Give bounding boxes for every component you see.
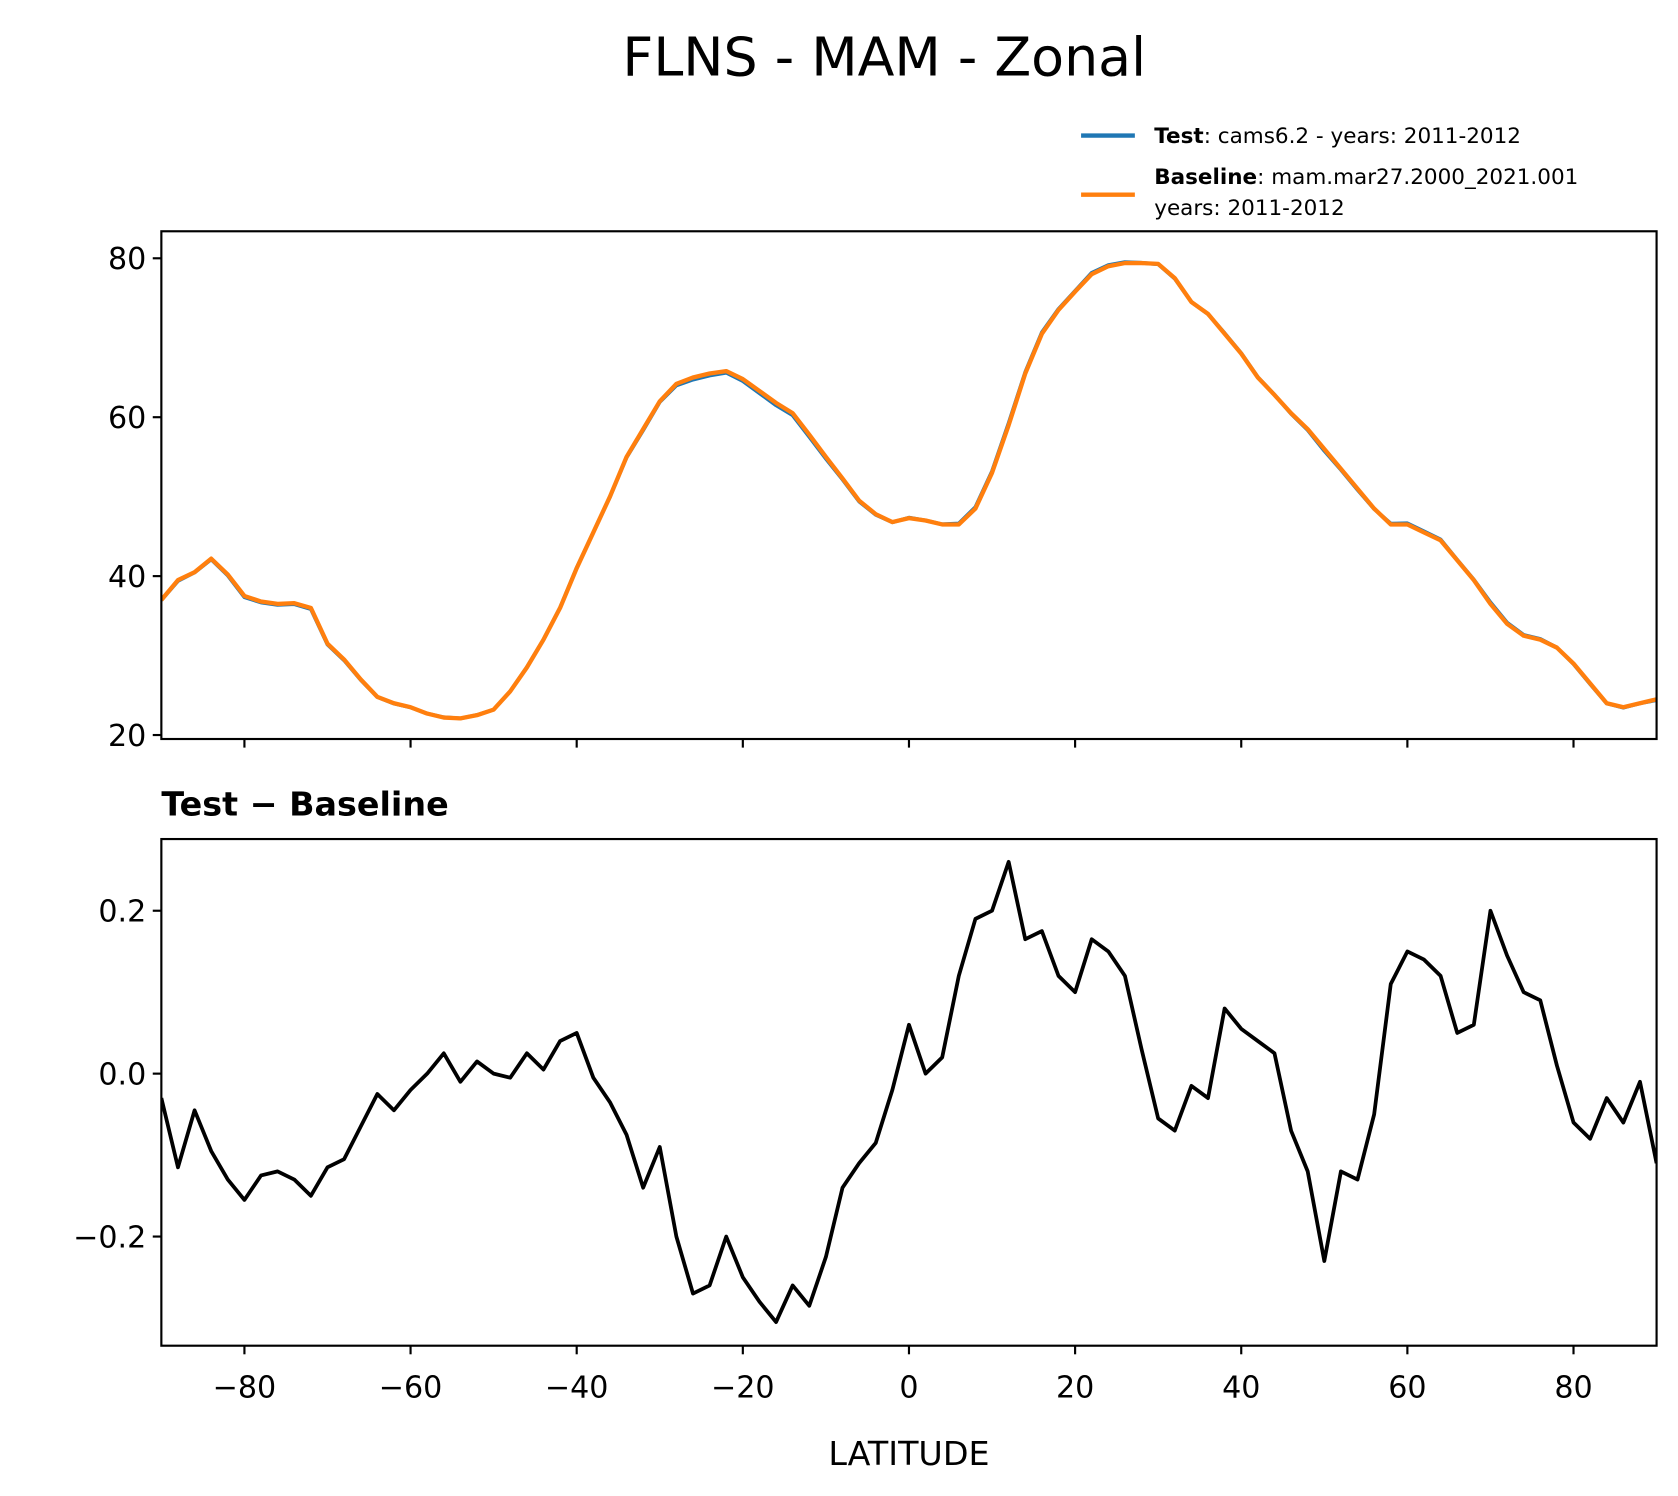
legend-label: years: 2011-2012 (1154, 196, 1344, 221)
x-tick-label: 0 (899, 1370, 918, 1405)
x-tick-label: −20 (711, 1370, 775, 1405)
figure-content: FLNS - MAM - Zonal 20 40 60 80 Test: cams6.2 … (73, 25, 1658, 1473)
axes-frame (160, 230, 1658, 741)
axes-frame (160, 837, 1658, 1347)
y-tick-label: 0.2 (98, 894, 146, 929)
legend-text: years: 2011-2012 (1154, 196, 1344, 221)
x-tick-label: 40 (1222, 1370, 1260, 1405)
y-tick-label: 20 (108, 719, 146, 754)
series-line (161, 260, 1657, 721)
y-tick-label: 60 (108, 401, 146, 436)
x-axis-label: LATITUDE (828, 1434, 989, 1473)
x-tick-label: −40 (545, 1370, 609, 1405)
y-tick-label: −0.2 (73, 1220, 146, 1255)
y-tick-label: 40 (108, 560, 146, 595)
x-tick-label: 80 (1554, 1370, 1592, 1405)
legend-text: : cams6.2 - years: 2011-2012 (1204, 124, 1521, 149)
legend-name: Test (1154, 124, 1203, 149)
x-tick-label: 20 (1056, 1370, 1094, 1405)
subplot-title: Test − Baseline (161, 784, 448, 823)
x-tick-label: −80 (213, 1370, 277, 1405)
legend-name: Baseline (1154, 165, 1257, 190)
series-line (161, 260, 1657, 721)
chart-title: FLNS - MAM - Zonal (622, 25, 1146, 88)
x-tick-label: −60 (379, 1370, 443, 1405)
difference-line (161, 859, 1657, 1324)
legend-label: Baseline: mam.mar27.2000_2021.001 (1154, 165, 1578, 190)
legend-text: : mam.mar27.2000_2021.001 (1257, 165, 1578, 190)
x-tick-label: 60 (1388, 1370, 1426, 1405)
legend-label: Test: cams6.2 - years: 2011-2012 (1154, 124, 1521, 149)
y-tick-label: 80 (108, 242, 146, 277)
y-tick-label: 0.0 (98, 1057, 146, 1092)
